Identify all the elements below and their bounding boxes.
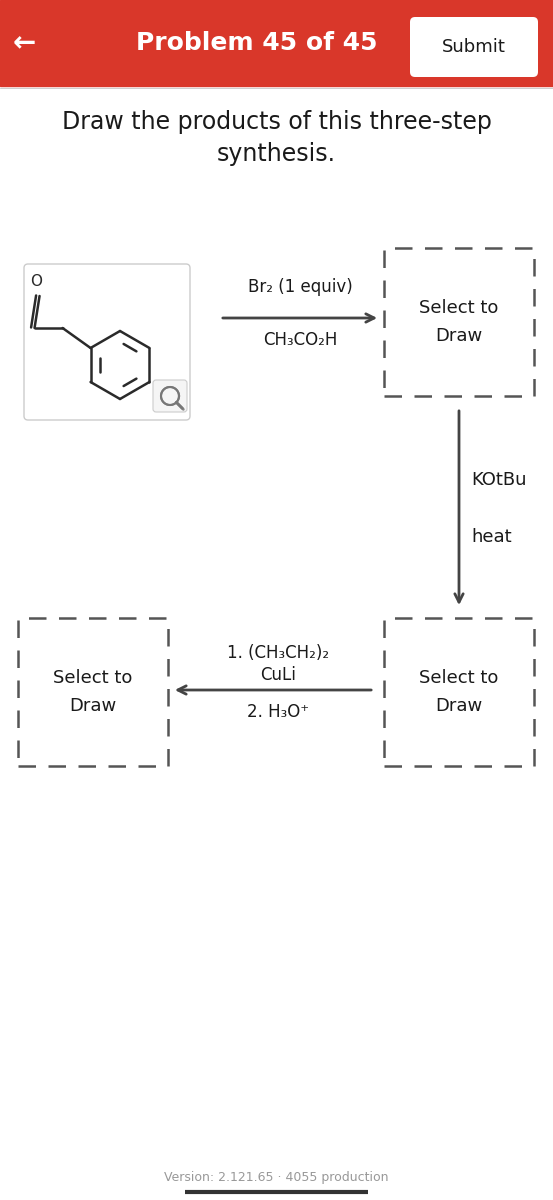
Text: Br₂ (1 equiv): Br₂ (1 equiv) — [248, 278, 352, 296]
FancyBboxPatch shape — [153, 380, 187, 412]
Text: 1. (CH₃CH₂)₂: 1. (CH₃CH₂)₂ — [227, 644, 329, 662]
Bar — [384, 618, 534, 766]
Text: ←: ← — [12, 29, 35, 56]
Text: 2. H₃O⁺: 2. H₃O⁺ — [247, 703, 309, 721]
Text: synthesis.: synthesis. — [217, 142, 336, 166]
Text: Select to
Draw: Select to Draw — [419, 299, 499, 344]
FancyBboxPatch shape — [410, 17, 538, 77]
Text: Select to
Draw: Select to Draw — [419, 670, 499, 715]
Text: Draw the products of this three-step: Draw the products of this three-step — [61, 110, 492, 134]
Text: heat: heat — [471, 528, 512, 546]
Text: KOtBu: KOtBu — [471, 470, 526, 490]
Bar — [0, 0, 553, 86]
Text: CuLi: CuLi — [260, 666, 296, 684]
Text: Submit: Submit — [442, 38, 506, 56]
Text: Problem 45 of 45: Problem 45 of 45 — [135, 31, 377, 55]
FancyBboxPatch shape — [24, 264, 190, 420]
Text: CH₃CO₂H: CH₃CO₂H — [263, 331, 337, 349]
Bar — [18, 618, 168, 766]
Text: O: O — [30, 274, 42, 289]
Bar — [384, 248, 534, 396]
Text: Select to
Draw: Select to Draw — [53, 670, 133, 715]
Text: Version: 2.121.65 · 4055 production: Version: 2.121.65 · 4055 production — [164, 1171, 389, 1184]
